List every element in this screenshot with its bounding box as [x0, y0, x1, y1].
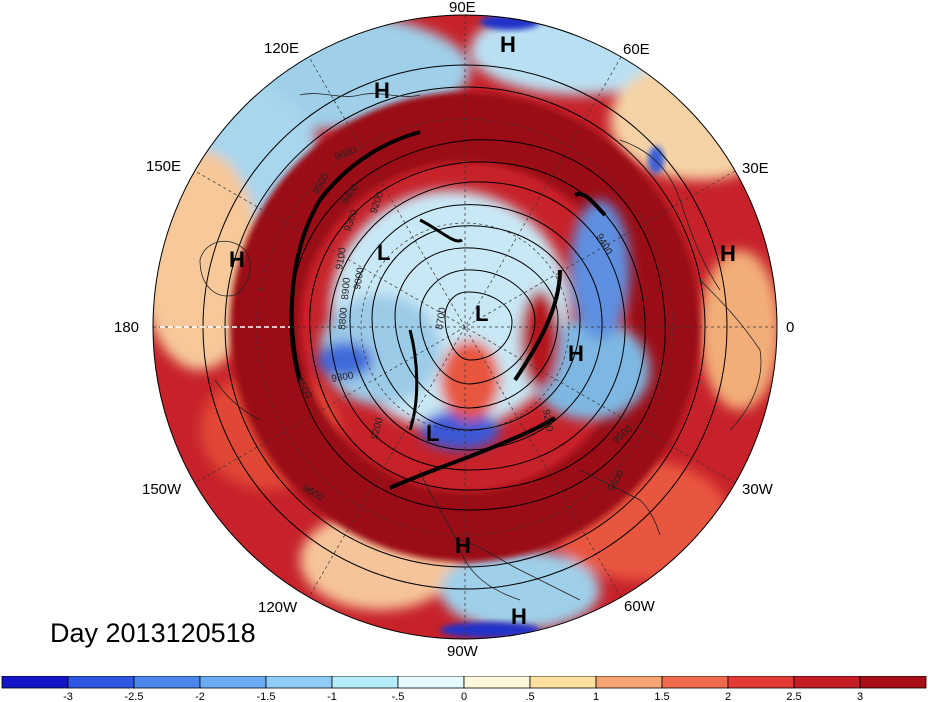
colorbar-box	[595, 676, 663, 689]
colorbar-ticks: -3 -2.5 -2 -1.5 -1 -.5 0 .5 1 1.5 2 2.5 3	[63, 691, 863, 702]
high-center: H	[720, 241, 736, 266]
contour-label: 9200	[540, 409, 555, 433]
high-center: H	[455, 533, 471, 558]
colorbar-box	[397, 676, 465, 689]
high-center: H	[568, 341, 584, 366]
colorbar-tick-label: -3	[63, 691, 73, 702]
contour-label: 8700	[434, 306, 449, 330]
colorbar-box	[463, 676, 531, 689]
longitude-label-30w: 30W	[742, 481, 773, 498]
anomaly-field	[153, 15, 777, 639]
colorbar-tick-label: -2.5	[125, 691, 144, 702]
colorbar-box	[661, 676, 729, 689]
pressure-centers: H H H H H H L L L H	[229, 32, 736, 629]
colorbar-tick-label: -2	[195, 691, 205, 702]
high-center: H	[229, 247, 245, 272]
colorbar-tick-label: -.5	[392, 691, 405, 702]
longitude-label-30e: 30E	[742, 160, 769, 177]
colorbar-boxes	[1, 676, 927, 689]
longitude-label-120e: 120E	[264, 40, 300, 57]
contour-label: 8800	[337, 307, 350, 331]
colorbar-tick-label: 2	[725, 691, 731, 702]
colorbar-box	[859, 676, 927, 689]
longitude-label-90w: 90W	[447, 643, 478, 660]
colorbar-box	[331, 676, 399, 689]
colorbar-tick-label: 2.5	[786, 691, 801, 702]
colorbar-box	[67, 676, 135, 689]
longitude-label-0: 0	[786, 319, 795, 336]
longitude-label-90e: 90E	[449, 0, 476, 16]
day-label: Day 2013120518	[50, 618, 256, 648]
coastlines	[199, 93, 762, 601]
colorbar-tick-label: -1	[327, 691, 337, 702]
colorbar-box	[793, 676, 861, 689]
contour-label: 9000	[352, 266, 367, 290]
colorbar-tick-label: 3	[857, 691, 863, 702]
colorbar-tick-label: 1	[593, 691, 599, 702]
high-center: H	[500, 32, 516, 57]
colorbar-box	[265, 676, 333, 689]
colorbar-tick-label: 0	[461, 691, 467, 702]
colorbar-box	[199, 676, 267, 689]
high-center: H	[374, 78, 390, 103]
longitude-label-180: 180	[114, 319, 140, 336]
contour-label: 8900	[340, 277, 353, 301]
longitude-label-150w: 150W	[142, 481, 182, 498]
low-center: L	[426, 421, 439, 446]
longitude-label-60e: 60E	[623, 41, 650, 58]
longitude-label-60w: 60W	[624, 598, 655, 615]
colorbar-box	[1, 676, 69, 689]
colorbar-tick-label: .5	[525, 691, 534, 702]
colorbar-tick-label: -1.5	[257, 691, 276, 702]
contour-label: 9300	[331, 370, 355, 385]
longitude-label-120w: 120W	[258, 599, 298, 616]
colorbar-box	[133, 676, 201, 689]
contour-label: 9100	[334, 246, 349, 270]
colorbar-tick-label: 1.5	[654, 691, 669, 702]
colorbar-box	[529, 676, 597, 689]
longitude-label-150e: 150E	[146, 158, 182, 175]
colorbar: -3 -2.5 -2 -1.5 -1 -.5 0 .5 1 1.5 2 2.5 3	[1, 676, 927, 702]
low-center: L	[475, 301, 488, 326]
graticule	[153, 15, 777, 639]
low-center: L	[377, 240, 390, 265]
high-center: H	[511, 604, 527, 629]
colorbar-box	[727, 676, 795, 689]
map-border	[152, 14, 778, 640]
